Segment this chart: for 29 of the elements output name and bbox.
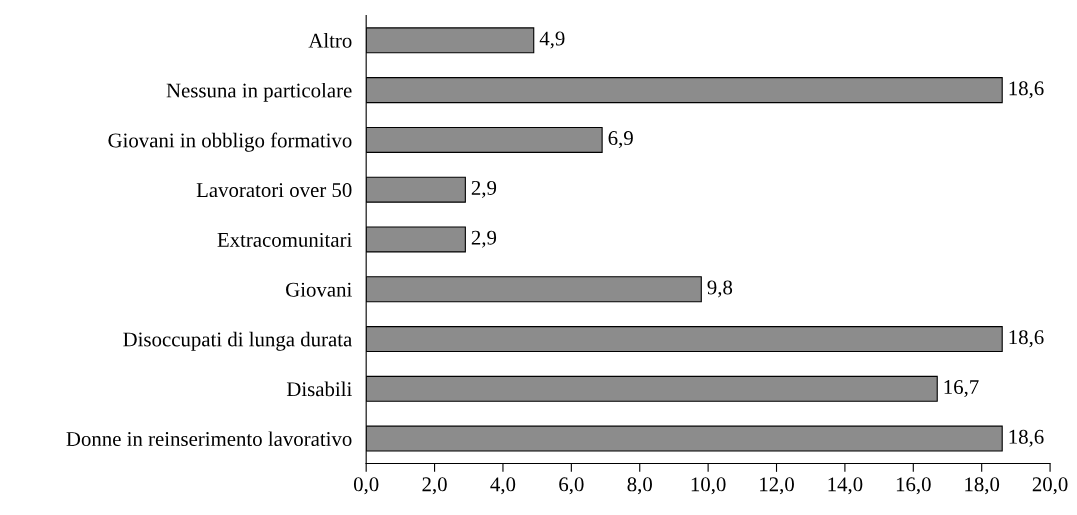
data-label: 2,9 [471, 230, 497, 248]
y-tick-label: Lavoratori over 50 [196, 183, 352, 198]
data-label: 4,9 [539, 31, 565, 49]
y-tick-label: Disabili [286, 381, 352, 397]
y-tick-label: Altro [308, 33, 352, 48]
data-label: 9,8 [707, 280, 733, 298]
x-tick-label: 4,0 [490, 477, 516, 495]
x-tick-label: 20,0 [1032, 477, 1068, 495]
y-tick-label: Donne in reinserimento lavorativo [66, 431, 352, 447]
x-tick-label: 10,0 [691, 477, 726, 495]
data-label: 18,6 [1009, 429, 1044, 447]
x-tick-label: 14,0 [828, 477, 863, 495]
x-tick-label: 6,0 [559, 477, 584, 495]
data-label: 6,9 [608, 131, 633, 149]
data-label: 16,7 [944, 380, 979, 398]
x-tick-label: 12,0 [760, 477, 794, 495]
data-label: 18,6 [1009, 81, 1044, 99]
data-label: 2,9 [471, 180, 497, 198]
x-tick-label: 16,0 [896, 477, 931, 495]
y-tick-label: Giovani [286, 282, 352, 297]
y-tick-label: Extracomunitari [217, 232, 352, 247]
x-tick-label: 8,0 [627, 477, 652, 495]
x-tick-label: 2,0 [422, 477, 447, 495]
y-tick-label: Giovani in obbligo formativo [108, 132, 352, 152]
x-tick-label: 18,0 [965, 477, 1000, 495]
y-tick-label: Nessuna in particolare [166, 82, 352, 102]
x-tick-label: 0,0 [353, 477, 379, 495]
data-label: 18,6 [1009, 330, 1044, 348]
y-tick-label: Disoccupati di lunga durata [123, 331, 352, 351]
